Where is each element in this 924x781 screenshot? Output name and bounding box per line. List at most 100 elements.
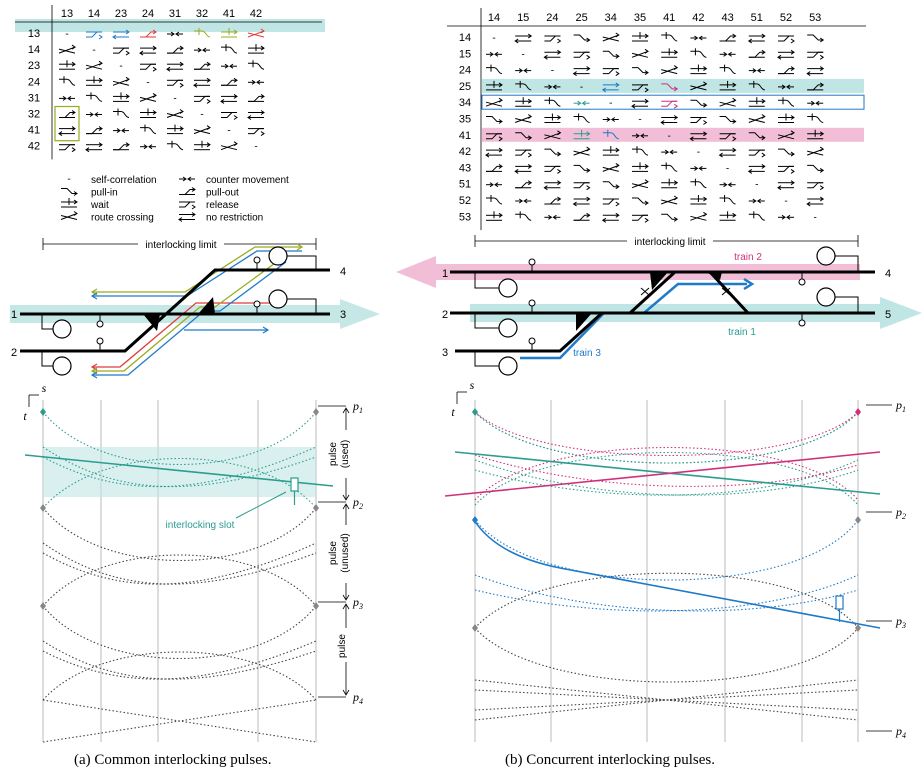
cell-glyph-release xyxy=(690,117,708,125)
cell-glyph-crossing xyxy=(112,76,130,86)
row-header-14: 14 xyxy=(28,44,40,56)
dash-glyph: - xyxy=(200,110,203,121)
buffer-link xyxy=(835,255,859,272)
row-header-15: 15 xyxy=(459,48,471,60)
cell-glyph-self: - xyxy=(227,126,230,137)
block-curve xyxy=(474,454,859,487)
cell-glyph-counter xyxy=(690,35,707,41)
buffer-link xyxy=(474,272,499,289)
cell-glyph-waitc xyxy=(690,178,707,189)
cell-glyph-wait xyxy=(719,80,737,91)
row-header-41: 41 xyxy=(459,130,471,142)
cell-glyph-release xyxy=(661,100,679,109)
cell-glyph-release xyxy=(573,51,591,60)
row-header-42: 42 xyxy=(28,141,40,153)
buffer-stop-icon xyxy=(498,278,518,298)
cell-glyph-self: - xyxy=(668,131,671,142)
cell-glyph-crossing xyxy=(690,211,708,221)
row-header-24: 24 xyxy=(459,65,471,77)
cell-glyph-pullin xyxy=(661,213,679,222)
pulse-label-p3: p3 xyxy=(895,614,906,630)
track-label-5: 5 xyxy=(885,309,891,321)
event-marker xyxy=(40,408,46,416)
legend-pullout: pull-out xyxy=(206,188,239,199)
cell-glyph-counter xyxy=(486,51,502,57)
row-header-43: 43 xyxy=(459,162,471,174)
dash-glyph: - xyxy=(67,174,70,185)
col-header-52: 52 xyxy=(780,12,792,24)
cell-glyph-none xyxy=(777,49,795,60)
cell-glyph-counter xyxy=(690,165,707,171)
cell-glyph-wait xyxy=(113,92,130,102)
block-curve xyxy=(474,689,859,711)
cell-glyph-wait xyxy=(221,28,238,38)
cell-glyph-self: - xyxy=(67,174,70,185)
signal-icon xyxy=(253,300,261,308)
signal-icon xyxy=(798,278,806,286)
cell-glyph-wait xyxy=(194,140,211,151)
right-time-diagram: s t p1 p2 p3 p4 xyxy=(444,378,906,742)
dash-glyph: - xyxy=(92,45,95,56)
signal-icon xyxy=(96,337,104,345)
cell-glyph-waitc xyxy=(167,140,184,151)
cell-glyph-counter xyxy=(179,176,195,182)
pulse-label-p1: p1 xyxy=(352,399,363,415)
legend-wait: wait xyxy=(90,200,109,211)
label-bg xyxy=(326,525,354,583)
cell-glyph-pullout xyxy=(86,126,103,135)
dash-glyph: - xyxy=(726,163,729,174)
col-header-41: 41 xyxy=(663,12,675,24)
event-marker xyxy=(472,408,478,416)
limit-label: interlocking limit xyxy=(634,237,705,248)
cell-glyph-counter xyxy=(221,63,237,69)
row-header-42: 42 xyxy=(459,146,471,158)
block-curve xyxy=(42,640,317,680)
cell-glyph-crossing xyxy=(602,32,620,42)
signal-icon xyxy=(528,337,536,345)
slot-pointer xyxy=(235,491,287,519)
row-header-14: 14 xyxy=(459,32,471,44)
cell-glyph-counter xyxy=(573,100,590,106)
block-curve xyxy=(42,605,317,659)
col-header-31: 31 xyxy=(169,8,181,20)
cell-glyph-none xyxy=(601,212,620,223)
cell-glyph-counter xyxy=(140,144,156,150)
cell-glyph-waitc xyxy=(86,92,103,102)
row-header-13: 13 xyxy=(28,28,40,40)
cell-glyph-none xyxy=(220,93,238,104)
cell-glyph-crossing xyxy=(139,92,157,102)
axis-t-label: t xyxy=(23,409,27,423)
col-header-25: 25 xyxy=(575,12,587,24)
cell-glyph-pullin xyxy=(573,164,591,173)
right-track-diagram: interlocking limit 1 2 3 4 5 train 2 train 1 tra… xyxy=(396,235,922,376)
buffer-stop-icon xyxy=(816,246,836,266)
track-3 xyxy=(455,311,604,353)
block-curve xyxy=(474,459,859,496)
label-bg xyxy=(334,628,350,662)
cell-glyph-counter xyxy=(778,84,794,90)
cell-glyph-none xyxy=(85,142,103,153)
cell-glyph-pullout xyxy=(113,142,130,151)
event-marker xyxy=(855,408,861,416)
cell-glyph-pullout xyxy=(248,93,265,102)
cell-glyph-release xyxy=(602,68,620,77)
cell-glyph-crossing xyxy=(777,130,795,140)
buffer-stop-icon xyxy=(498,318,518,338)
cell-glyph-pullin xyxy=(632,67,649,76)
cell-glyph-none xyxy=(806,66,825,77)
cell-glyph-pullout xyxy=(221,77,238,86)
cell-glyph-crossing xyxy=(719,97,737,107)
cell-glyph-none xyxy=(747,33,766,44)
cell-glyph-counter xyxy=(167,31,183,37)
legend-self: self-correlation xyxy=(91,175,157,186)
route-24 xyxy=(92,302,270,368)
cell-glyph-self: - xyxy=(65,29,68,40)
row-header-35: 35 xyxy=(459,114,471,126)
cell-glyph-pullin xyxy=(778,148,795,157)
row-header-52: 52 xyxy=(459,195,471,207)
cell-glyph-waitc xyxy=(544,97,561,107)
event-marker xyxy=(855,516,861,524)
cell-glyph-crossing xyxy=(631,179,649,189)
legend-counter: counter movement xyxy=(206,175,289,186)
